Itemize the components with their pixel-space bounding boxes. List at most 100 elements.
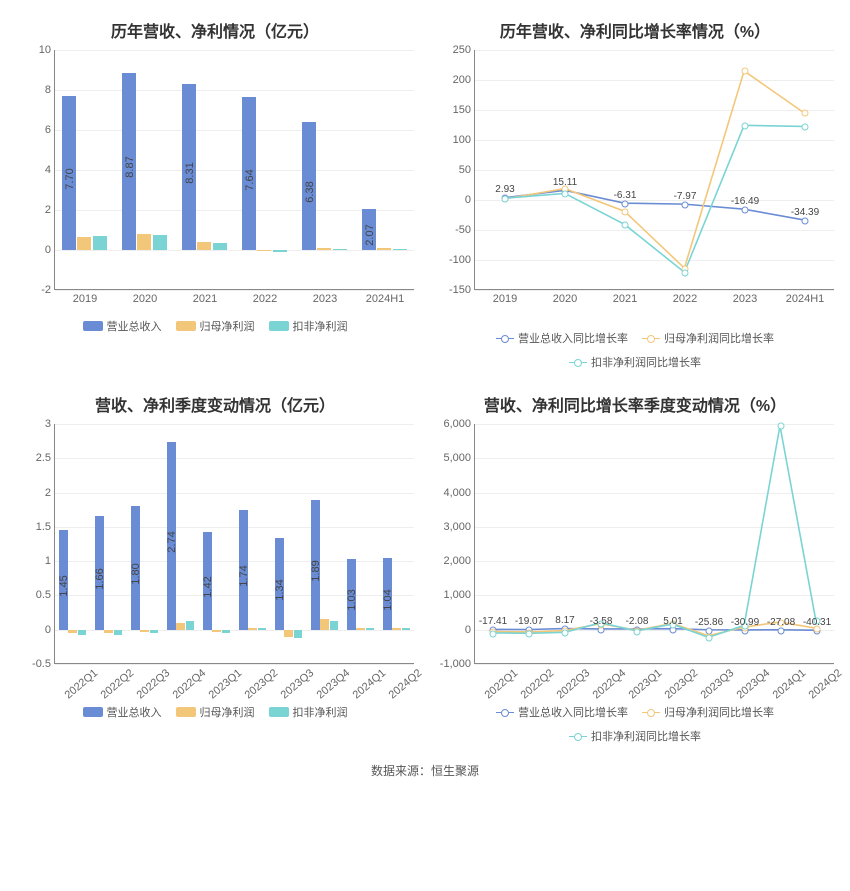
panel-d-title: 营收、净利同比增长率季度变动情况（%） bbox=[434, 392, 836, 416]
legend-item: 归母净利润 bbox=[176, 318, 255, 334]
legend-line-icon bbox=[496, 712, 514, 713]
bar-value-label: 1.89 bbox=[310, 560, 322, 581]
x-tick-label: 2020 bbox=[133, 293, 157, 305]
legend-line-icon bbox=[496, 338, 514, 339]
y-tick-label: 200 bbox=[453, 74, 475, 86]
line-marker bbox=[622, 222, 629, 229]
line-marker bbox=[490, 630, 497, 637]
legend-swatch-icon bbox=[269, 321, 289, 331]
y-tick-label: 1.5 bbox=[36, 521, 55, 533]
line-marker bbox=[802, 217, 809, 224]
y-tick-label: 2.5 bbox=[36, 452, 55, 464]
bar-value-label: 8.31 bbox=[184, 162, 196, 183]
line-marker bbox=[682, 270, 689, 277]
x-tick-label: 2022Q2 bbox=[99, 667, 137, 701]
legend-item: 营业总收入同比增长率 bbox=[496, 330, 628, 346]
x-tick-label: 2022Q2 bbox=[519, 667, 557, 701]
legend-label: 营业总收入 bbox=[107, 704, 162, 720]
y-tick-label: 1,000 bbox=[443, 589, 475, 601]
y-tick-label: 3,000 bbox=[443, 521, 475, 533]
y-tick-label: 4,000 bbox=[443, 487, 475, 499]
legend-line-icon bbox=[642, 712, 660, 713]
legend-label: 扣非净利润同比增长率 bbox=[591, 354, 701, 370]
y-tick-label: 0 bbox=[45, 624, 55, 636]
y-tick-label: 0 bbox=[465, 624, 475, 636]
bar-value-label: 1.03 bbox=[346, 590, 358, 611]
line-marker bbox=[634, 628, 641, 635]
bar-value-label: 7.64 bbox=[244, 169, 256, 190]
line-marker bbox=[622, 209, 629, 216]
legend-label: 扣非净利润 bbox=[293, 704, 348, 720]
line-marker bbox=[778, 422, 785, 429]
legend-label: 归母净利润同比增长率 bbox=[664, 704, 774, 720]
y-tick-label: -100 bbox=[449, 254, 475, 266]
bar bbox=[248, 628, 256, 630]
bar-value-label: 1.45 bbox=[58, 575, 70, 596]
y-tick-label: 6 bbox=[45, 124, 55, 136]
bar-value-label: 1.34 bbox=[274, 579, 286, 600]
line-marker bbox=[682, 201, 689, 208]
point-value-label: -16.49 bbox=[731, 196, 759, 207]
bar bbox=[153, 235, 167, 250]
bar-value-label: 1.74 bbox=[238, 565, 250, 586]
x-tick-label: 2022Q4 bbox=[171, 667, 209, 701]
panel-c-chart: -0.500.511.522.532022Q11.452022Q21.66202… bbox=[54, 424, 416, 664]
bar bbox=[258, 628, 266, 629]
legend-label: 营业总收入同比增长率 bbox=[518, 330, 628, 346]
point-value-label: -19.07 bbox=[515, 616, 543, 627]
x-tick-label: 2023Q3 bbox=[279, 667, 317, 701]
legend-line-icon bbox=[642, 338, 660, 339]
x-tick-label: 2023Q4 bbox=[315, 667, 353, 701]
bar-value-label: 7.70 bbox=[64, 168, 76, 189]
panel-d-chart: -1,00001,0002,0003,0004,0005,0006,000202… bbox=[474, 424, 836, 664]
point-value-label: -27.08 bbox=[767, 617, 795, 628]
y-tick-label: 0 bbox=[45, 244, 55, 256]
panel-b-chart: -150-100-5005010015020025020192020202120… bbox=[474, 50, 836, 290]
y-tick-label: -0.5 bbox=[32, 658, 55, 670]
bar bbox=[393, 249, 407, 250]
legend-item: 扣非净利润同比增长率 bbox=[569, 354, 701, 370]
line-marker bbox=[622, 200, 629, 207]
x-tick-label: 2023Q4 bbox=[735, 667, 773, 701]
y-tick-label: -50 bbox=[455, 224, 475, 236]
y-tick-label: 2 bbox=[45, 204, 55, 216]
bar bbox=[176, 623, 184, 630]
y-tick-label: -150 bbox=[449, 284, 475, 296]
y-tick-label: 3 bbox=[45, 418, 55, 430]
panel-c-title: 营收、净利季度变动情况（亿元） bbox=[14, 392, 416, 416]
legend-swatch-icon bbox=[269, 707, 289, 717]
x-tick-label: 2024Q2 bbox=[807, 667, 845, 701]
x-tick-label: 2021 bbox=[193, 293, 217, 305]
legend-item: 扣非净利润同比增长率 bbox=[569, 728, 701, 744]
bar bbox=[330, 621, 338, 629]
point-value-label: -7.97 bbox=[674, 191, 697, 202]
bar-value-label: 1.42 bbox=[202, 576, 214, 597]
bar bbox=[213, 243, 227, 250]
bar bbox=[140, 630, 148, 632]
legend-item: 营业总收入 bbox=[83, 318, 162, 334]
point-value-label: -25.86 bbox=[695, 617, 723, 628]
x-tick-label: 2023Q2 bbox=[663, 667, 701, 701]
x-tick-label: 2022 bbox=[673, 293, 697, 305]
bar bbox=[68, 630, 76, 633]
bar bbox=[273, 250, 287, 252]
x-tick-label: 2022Q4 bbox=[591, 667, 629, 701]
bar bbox=[114, 630, 122, 635]
bar-value-label: 1.66 bbox=[94, 568, 106, 589]
legend-line-icon bbox=[569, 736, 587, 737]
line-marker bbox=[778, 627, 785, 634]
line-marker bbox=[742, 68, 749, 75]
panel-quarterly-revenue: 营收、净利季度变动情况（亿元） -0.500.511.522.532022Q11… bbox=[10, 384, 420, 748]
line-marker bbox=[706, 635, 713, 642]
x-tick-label: 2024Q1 bbox=[771, 667, 809, 701]
legend-swatch-icon bbox=[176, 321, 196, 331]
y-tick-label: 100 bbox=[453, 134, 475, 146]
point-value-label: -17.41 bbox=[479, 616, 507, 627]
y-tick-label: 250 bbox=[453, 44, 475, 56]
y-tick-label: 150 bbox=[453, 104, 475, 116]
bar bbox=[212, 630, 220, 632]
x-tick-label: 2021 bbox=[613, 293, 637, 305]
y-tick-label: -2 bbox=[41, 284, 55, 296]
bar bbox=[197, 242, 211, 250]
bar-value-label: 1.04 bbox=[382, 589, 394, 610]
